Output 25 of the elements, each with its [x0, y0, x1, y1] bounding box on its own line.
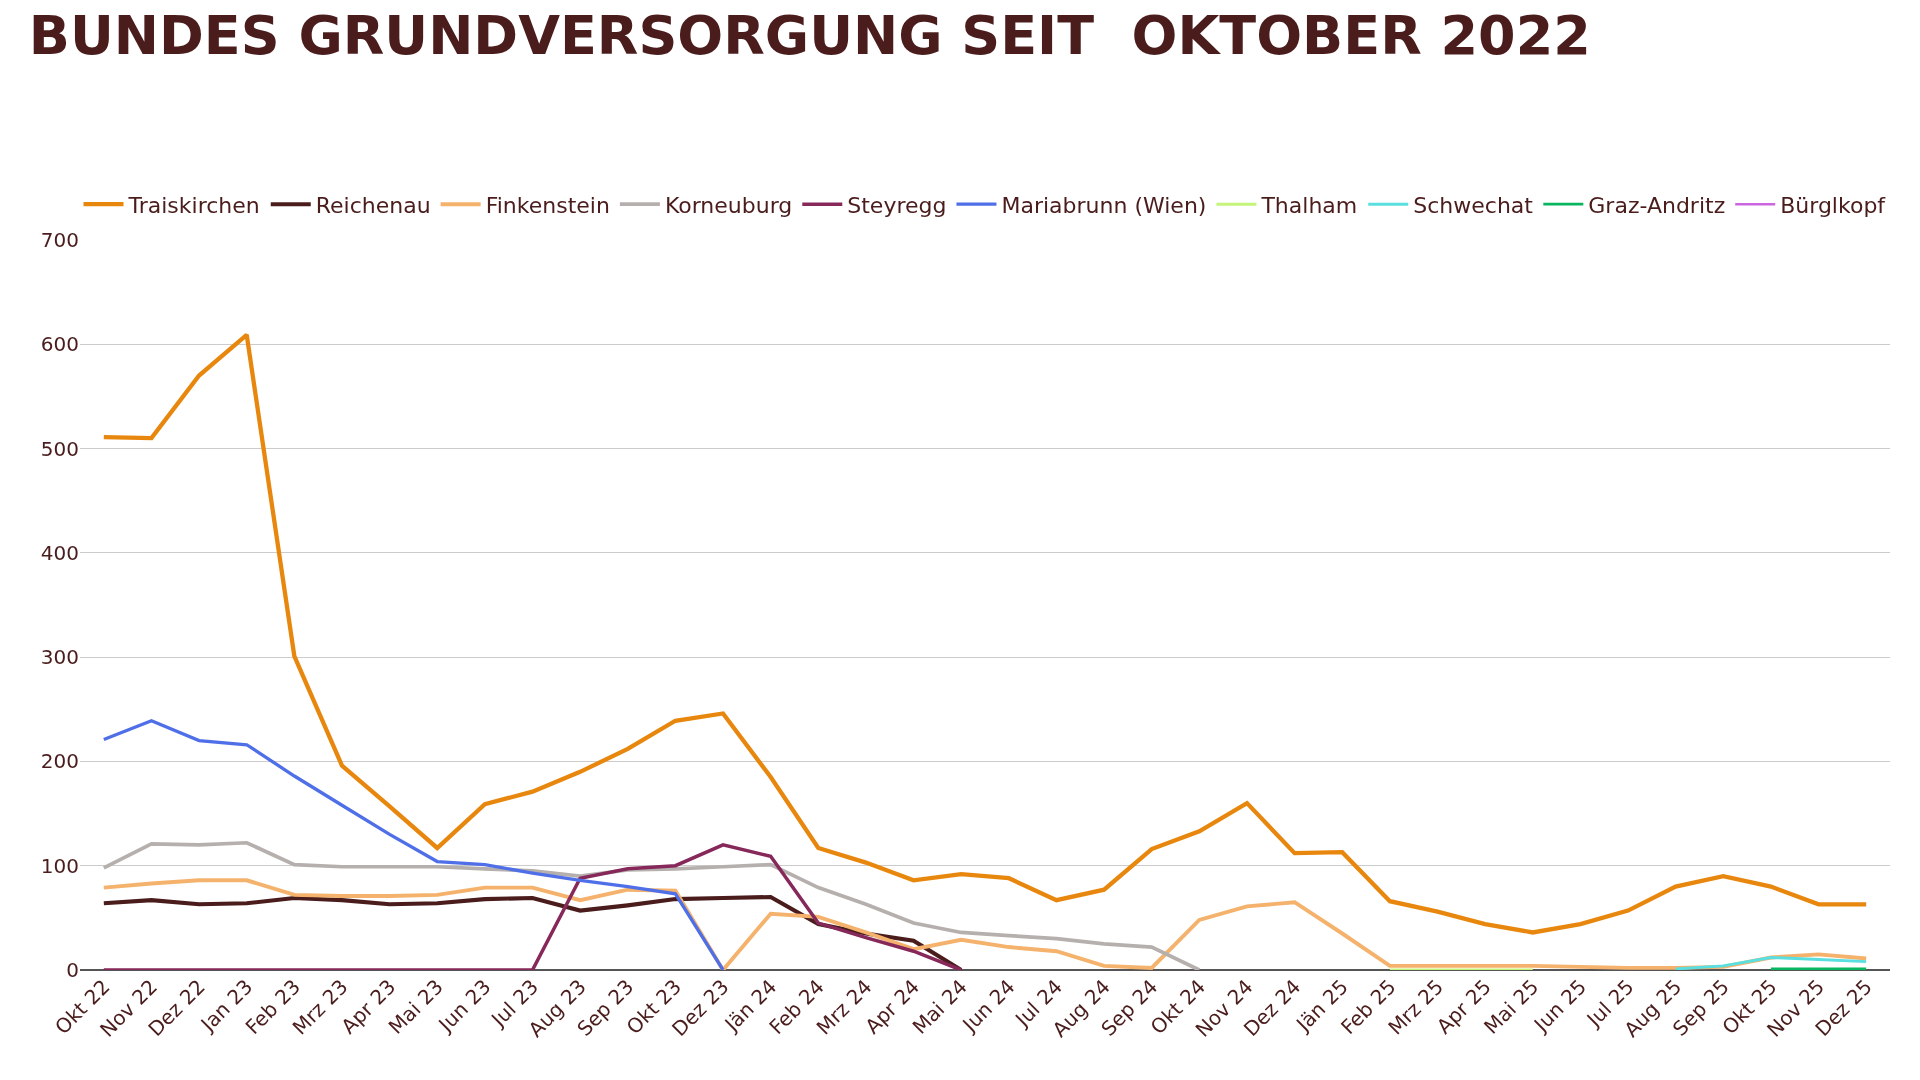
- legend-label: Reichenau: [315, 192, 431, 218]
- line-series: [101, 840, 1202, 970]
- y-tick-label: 700: [40, 228, 79, 252]
- legend-label: Thalham: [1260, 192, 1358, 218]
- line-series: [102, 843, 963, 970]
- legend-label: Steyregg: [847, 192, 947, 218]
- y-tick-label: 0: [66, 958, 79, 982]
- legend-label: Finkenstein: [485, 192, 610, 218]
- line-series: [101, 894, 964, 970]
- y-tick-label: 600: [40, 332, 79, 357]
- line-series: [101, 332, 1869, 935]
- legend-label: Schwechat: [1413, 192, 1534, 218]
- legend-label: Mariabrunn (Wien): [1001, 192, 1207, 218]
- legend-label: Korneuburg: [664, 192, 793, 218]
- legend-label: Graz-Andritz: [1588, 192, 1726, 218]
- line-series: [1674, 956, 1868, 970]
- y-tick-label: 200: [40, 749, 79, 774]
- chart-title: BUNDES GRUNDVERSORGUNG SEIT OKTOBER 2022: [28, 4, 1591, 67]
- y-tick-label: 400: [40, 540, 79, 565]
- y-tick-label: 500: [40, 436, 79, 461]
- line-series: [102, 719, 725, 970]
- legend-label: Bürglkopf: [1780, 192, 1887, 218]
- legend-label: Traiskirchen: [127, 192, 260, 218]
- y-tick-label: 100: [40, 853, 79, 878]
- y-tick-label: 300: [40, 645, 79, 670]
